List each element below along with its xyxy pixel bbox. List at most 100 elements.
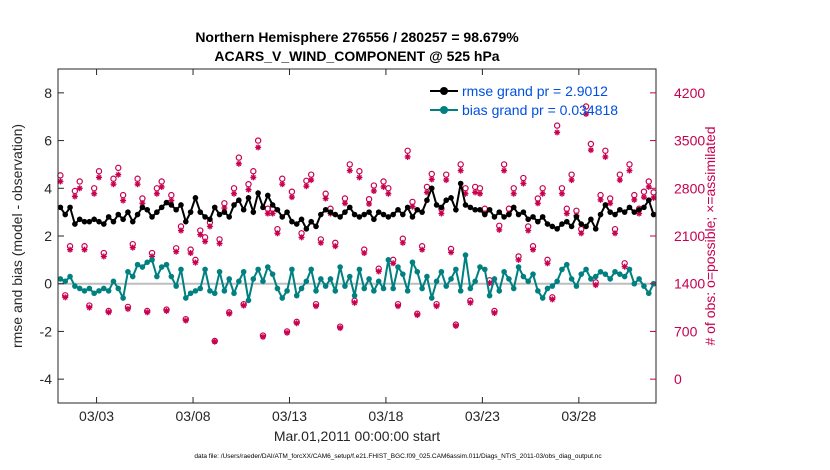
- rmse-series-point: [231, 202, 237, 208]
- bias-series-point: [549, 283, 556, 289]
- obs-assimilated-stroke: [617, 177, 623, 183]
- bias-series-point: [641, 283, 647, 289]
- obs-assimilated-stroke: [607, 200, 613, 206]
- bias-series-point: [539, 295, 546, 301]
- rmse-series-point: [308, 218, 314, 225]
- obs-assimilated-stroke: [125, 306, 131, 312]
- obs-assimilated-point: [293, 320, 300, 327]
- obs-assimilated-stroke: [434, 303, 440, 309]
- bias-series-point: [86, 285, 93, 292]
- obs-assimilated-point: [76, 185, 83, 192]
- obs-assimilated-stroke: [270, 210, 276, 217]
- rmse-series-point: [462, 202, 469, 208]
- obs-assimilated-stroke: [62, 294, 68, 300]
- bias-series-point: [525, 278, 532, 285]
- rmse-series-point: [520, 209, 527, 215]
- bias-series-point: [134, 261, 141, 268]
- rmse-series-point: [390, 211, 396, 218]
- obs-assimilated-stroke: [511, 191, 517, 197]
- rmse-series-point: [477, 206, 483, 213]
- obs-assimilated-point: [202, 238, 209, 245]
- obs-assimilated-stroke: [130, 245, 136, 251]
- rmse-series-point: [530, 214, 536, 220]
- rmse-series-point: [144, 206, 151, 213]
- obs-assimilated-point: [375, 268, 382, 275]
- bias-series-point: [390, 285, 396, 292]
- rmse-series-point: [192, 195, 199, 201]
- rmse-series-point: [197, 209, 204, 215]
- obs-assimilated-stroke: [472, 189, 478, 195]
- bias-series-point: [168, 273, 175, 280]
- bias-series-point: [371, 288, 377, 294]
- rmse-series-point: [645, 197, 652, 204]
- legend: rmse grand pr = 2.9012 bias grand pr = 0…: [430, 83, 618, 118]
- obs-assimilated-stroke: [120, 197, 126, 204]
- obs-assimilated-stroke: [221, 205, 227, 211]
- obs-assimilated-stroke: [318, 240, 324, 246]
- bias-series-point: [139, 264, 146, 270]
- obs-assimilated-stroke: [588, 147, 594, 153]
- obs-assimilated-stroke: [385, 191, 391, 197]
- rmse-series-point: [544, 221, 551, 227]
- obs-assimilated-stroke: [159, 184, 165, 190]
- bias-series-point: [342, 283, 348, 289]
- bias-series-point: [154, 273, 160, 280]
- rmse-series-point: [96, 218, 102, 225]
- obs-assimilated-stroke: [376, 268, 382, 275]
- rmse-series-point: [588, 216, 594, 223]
- obs-assimilated-point: [346, 167, 353, 174]
- obs-assimilated-point: [501, 167, 508, 174]
- bias-series-point: [559, 266, 565, 273]
- rmse-series-point: [467, 204, 474, 211]
- rmse-series-point: [163, 199, 170, 206]
- obs-assimilated-stroke: [390, 260, 396, 266]
- obs-assimilated-stroke: [414, 312, 420, 318]
- rmse-series-point: [221, 209, 228, 215]
- obs-possible-point: [254, 137, 262, 144]
- obs-count-series: [57, 103, 657, 345]
- bias-series-point: [520, 273, 527, 280]
- obs-assimilated-stroke: [212, 339, 218, 345]
- bias-series-point: [236, 278, 242, 285]
- obs-assimilated-stroke: [352, 300, 358, 306]
- obs-assimilated-stroke: [86, 305, 92, 311]
- obs-assimilated-point: [640, 194, 647, 201]
- obs-assimilated-stroke: [626, 168, 633, 174]
- obs-assimilated-point: [351, 299, 358, 306]
- obs-possible-point: [76, 178, 83, 185]
- obs-assimilated-point: [115, 171, 122, 178]
- obs-assimilated-point: [385, 190, 392, 197]
- obs-possible-point: [404, 147, 411, 154]
- bias-series-point: [438, 268, 445, 275]
- obs-assimilated-point: [153, 190, 160, 197]
- bias-series-point: [472, 278, 478, 285]
- obs-assimilated-point: [438, 210, 445, 217]
- obs-assimilated-point: [563, 210, 570, 217]
- obs-assimilated-point: [578, 230, 585, 237]
- y-left-tick-label: -2: [40, 323, 53, 339]
- obs-assimilated-point: [472, 189, 479, 196]
- rmse-series-point: [506, 211, 512, 218]
- bias-series-point: [621, 273, 628, 280]
- y-axis-label-left: rmse and bias (model - observation): [9, 124, 25, 348]
- obs-assimilated-point: [539, 190, 546, 197]
- obs-assimilated-point: [226, 310, 233, 317]
- bias-series-point: [125, 268, 131, 275]
- bias-series-point: [207, 288, 213, 294]
- obs-assimilated-stroke: [241, 302, 247, 309]
- bias-series-point: [144, 259, 151, 266]
- rmse-series-point: [351, 211, 358, 218]
- rmse-series-point: [539, 214, 546, 220]
- obs-assimilated-stroke: [569, 177, 575, 183]
- rmse-series-point: [202, 214, 208, 220]
- obs-assimilated-point: [409, 203, 416, 210]
- rmse-series-point: [274, 206, 281, 213]
- obs-assimilated-stroke: [101, 253, 107, 260]
- obs-assimilated-stroke: [57, 178, 63, 185]
- bias-series-point: [129, 273, 136, 280]
- obs-assimilated-stroke: [308, 177, 314, 183]
- obs-assimilated-point: [467, 299, 474, 306]
- rmse-series-point: [76, 216, 83, 223]
- obs-assimilated-stroke: [438, 210, 444, 217]
- obs-assimilated-stroke: [380, 184, 387, 190]
